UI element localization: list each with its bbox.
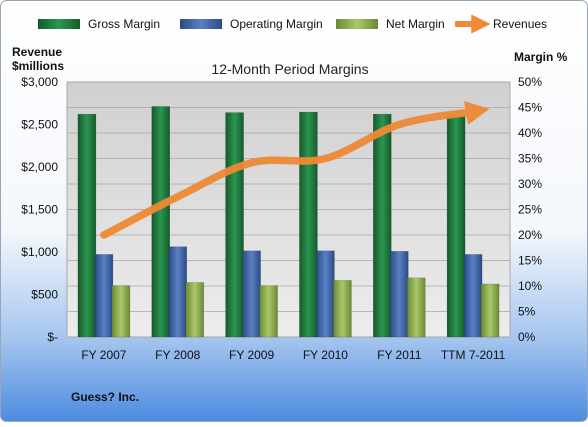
legend-label-net-margin: Net Margin: [386, 17, 445, 31]
left-tick-label: $500: [31, 288, 58, 302]
right-tick-label: 20%: [518, 228, 542, 242]
right-tick-label: 40%: [518, 126, 542, 140]
x-tick-label: FY 2007: [81, 348, 126, 362]
legend-swatch-gross-margin: [38, 19, 80, 29]
bar-gross-margin-ttm-7-2011: [446, 115, 466, 338]
right-tick-label: 50%: [518, 75, 542, 89]
bar-gross-margin-fy-2008: [151, 106, 170, 338]
revenue-line: [100, 101, 490, 239]
chart-title: 12-Month Period Margins: [211, 61, 368, 77]
bar-net-margin-fy-2009: [259, 285, 278, 338]
left-tick-label: $1,000: [21, 245, 58, 259]
left-axis-label-line2: $millions: [12, 59, 64, 73]
left-axis-ticks: $- $500 $1,000 $1,500 $2,000 $2,500 $3,000: [21, 75, 58, 344]
right-tick-label: 25%: [518, 203, 542, 217]
right-tick-label: 45%: [518, 101, 542, 115]
left-tick-label: $2,000: [21, 160, 58, 174]
right-axis-ticks: 0% 5% 10% 15% 20% 25% 30% 35% 40% 45% 50%: [518, 75, 542, 344]
bar-net-margin-fy-2010: [333, 280, 352, 338]
legend-swatch-net-margin: [336, 19, 378, 29]
legend-swatch-operating-margin: [180, 19, 222, 29]
x-tick-label: FY 2008: [155, 348, 200, 362]
bar-gross-margin-fy-2011: [373, 113, 392, 338]
left-tick-label: $3,000: [21, 75, 58, 89]
bar-operating-margin-fy-2009: [242, 250, 261, 338]
gridlines: [67, 81, 510, 338]
bar-gross-margin-fy-2007: [77, 113, 97, 338]
bar-gross-margin-fy-2009: [225, 112, 244, 338]
bar-operating-margin-fy-2011: [390, 251, 409, 338]
right-tick-label: 5%: [518, 305, 536, 319]
x-axis-ticks: FY 2007 FY 2008 FY 2009 FY 2010 FY 2011 TTM 7…: [81, 348, 505, 362]
bar-operating-margin-ttm-7-2011: [463, 254, 483, 338]
legend: Gross Margin Operating Margin Net Margin Re…: [38, 14, 547, 34]
x-tick-label: TTM 7-2011: [441, 348, 506, 362]
bar-net-margin-fy-2007: [111, 285, 131, 338]
bar-operating-margin-fy-2010: [316, 250, 335, 338]
legend-label-gross-margin: Gross Margin: [88, 17, 160, 31]
right-tick-label: 10%: [518, 279, 542, 293]
right-tick-label: 35%: [518, 152, 542, 166]
legend-label-operating-margin: Operating Margin: [230, 17, 323, 31]
bar-operating-margin-fy-2008: [168, 246, 187, 338]
x-tick-label: FY 2010: [303, 348, 348, 362]
bars-layer: [77, 106, 500, 338]
legend-label-revenues: Revenues: [493, 17, 547, 31]
bar-operating-margin-fy-2007: [94, 254, 114, 338]
bar-net-margin-fy-2011: [407, 277, 426, 338]
right-tick-label: 15%: [518, 254, 542, 268]
revenue-line-layer: [100, 101, 490, 239]
right-tick-label: 0%: [518, 330, 536, 344]
left-tick-label: $1,500: [21, 203, 58, 217]
company-name: Guess? Inc.: [71, 390, 139, 404]
left-tick-label: $-: [47, 330, 58, 344]
right-tick-label: 30%: [518, 177, 542, 191]
x-tick-label: FY 2009: [229, 348, 274, 362]
x-tick-label: FY 2011: [377, 348, 422, 362]
left-tick-label: $2,500: [21, 118, 58, 132]
bar-net-margin-fy-2008: [185, 282, 204, 338]
right-axis-label: Margin %: [514, 50, 568, 64]
bar-gross-margin-fy-2010: [299, 111, 318, 338]
bar-net-margin-ttm-7-2011: [480, 283, 500, 338]
left-axis-label-line1: Revenue: [12, 45, 62, 59]
